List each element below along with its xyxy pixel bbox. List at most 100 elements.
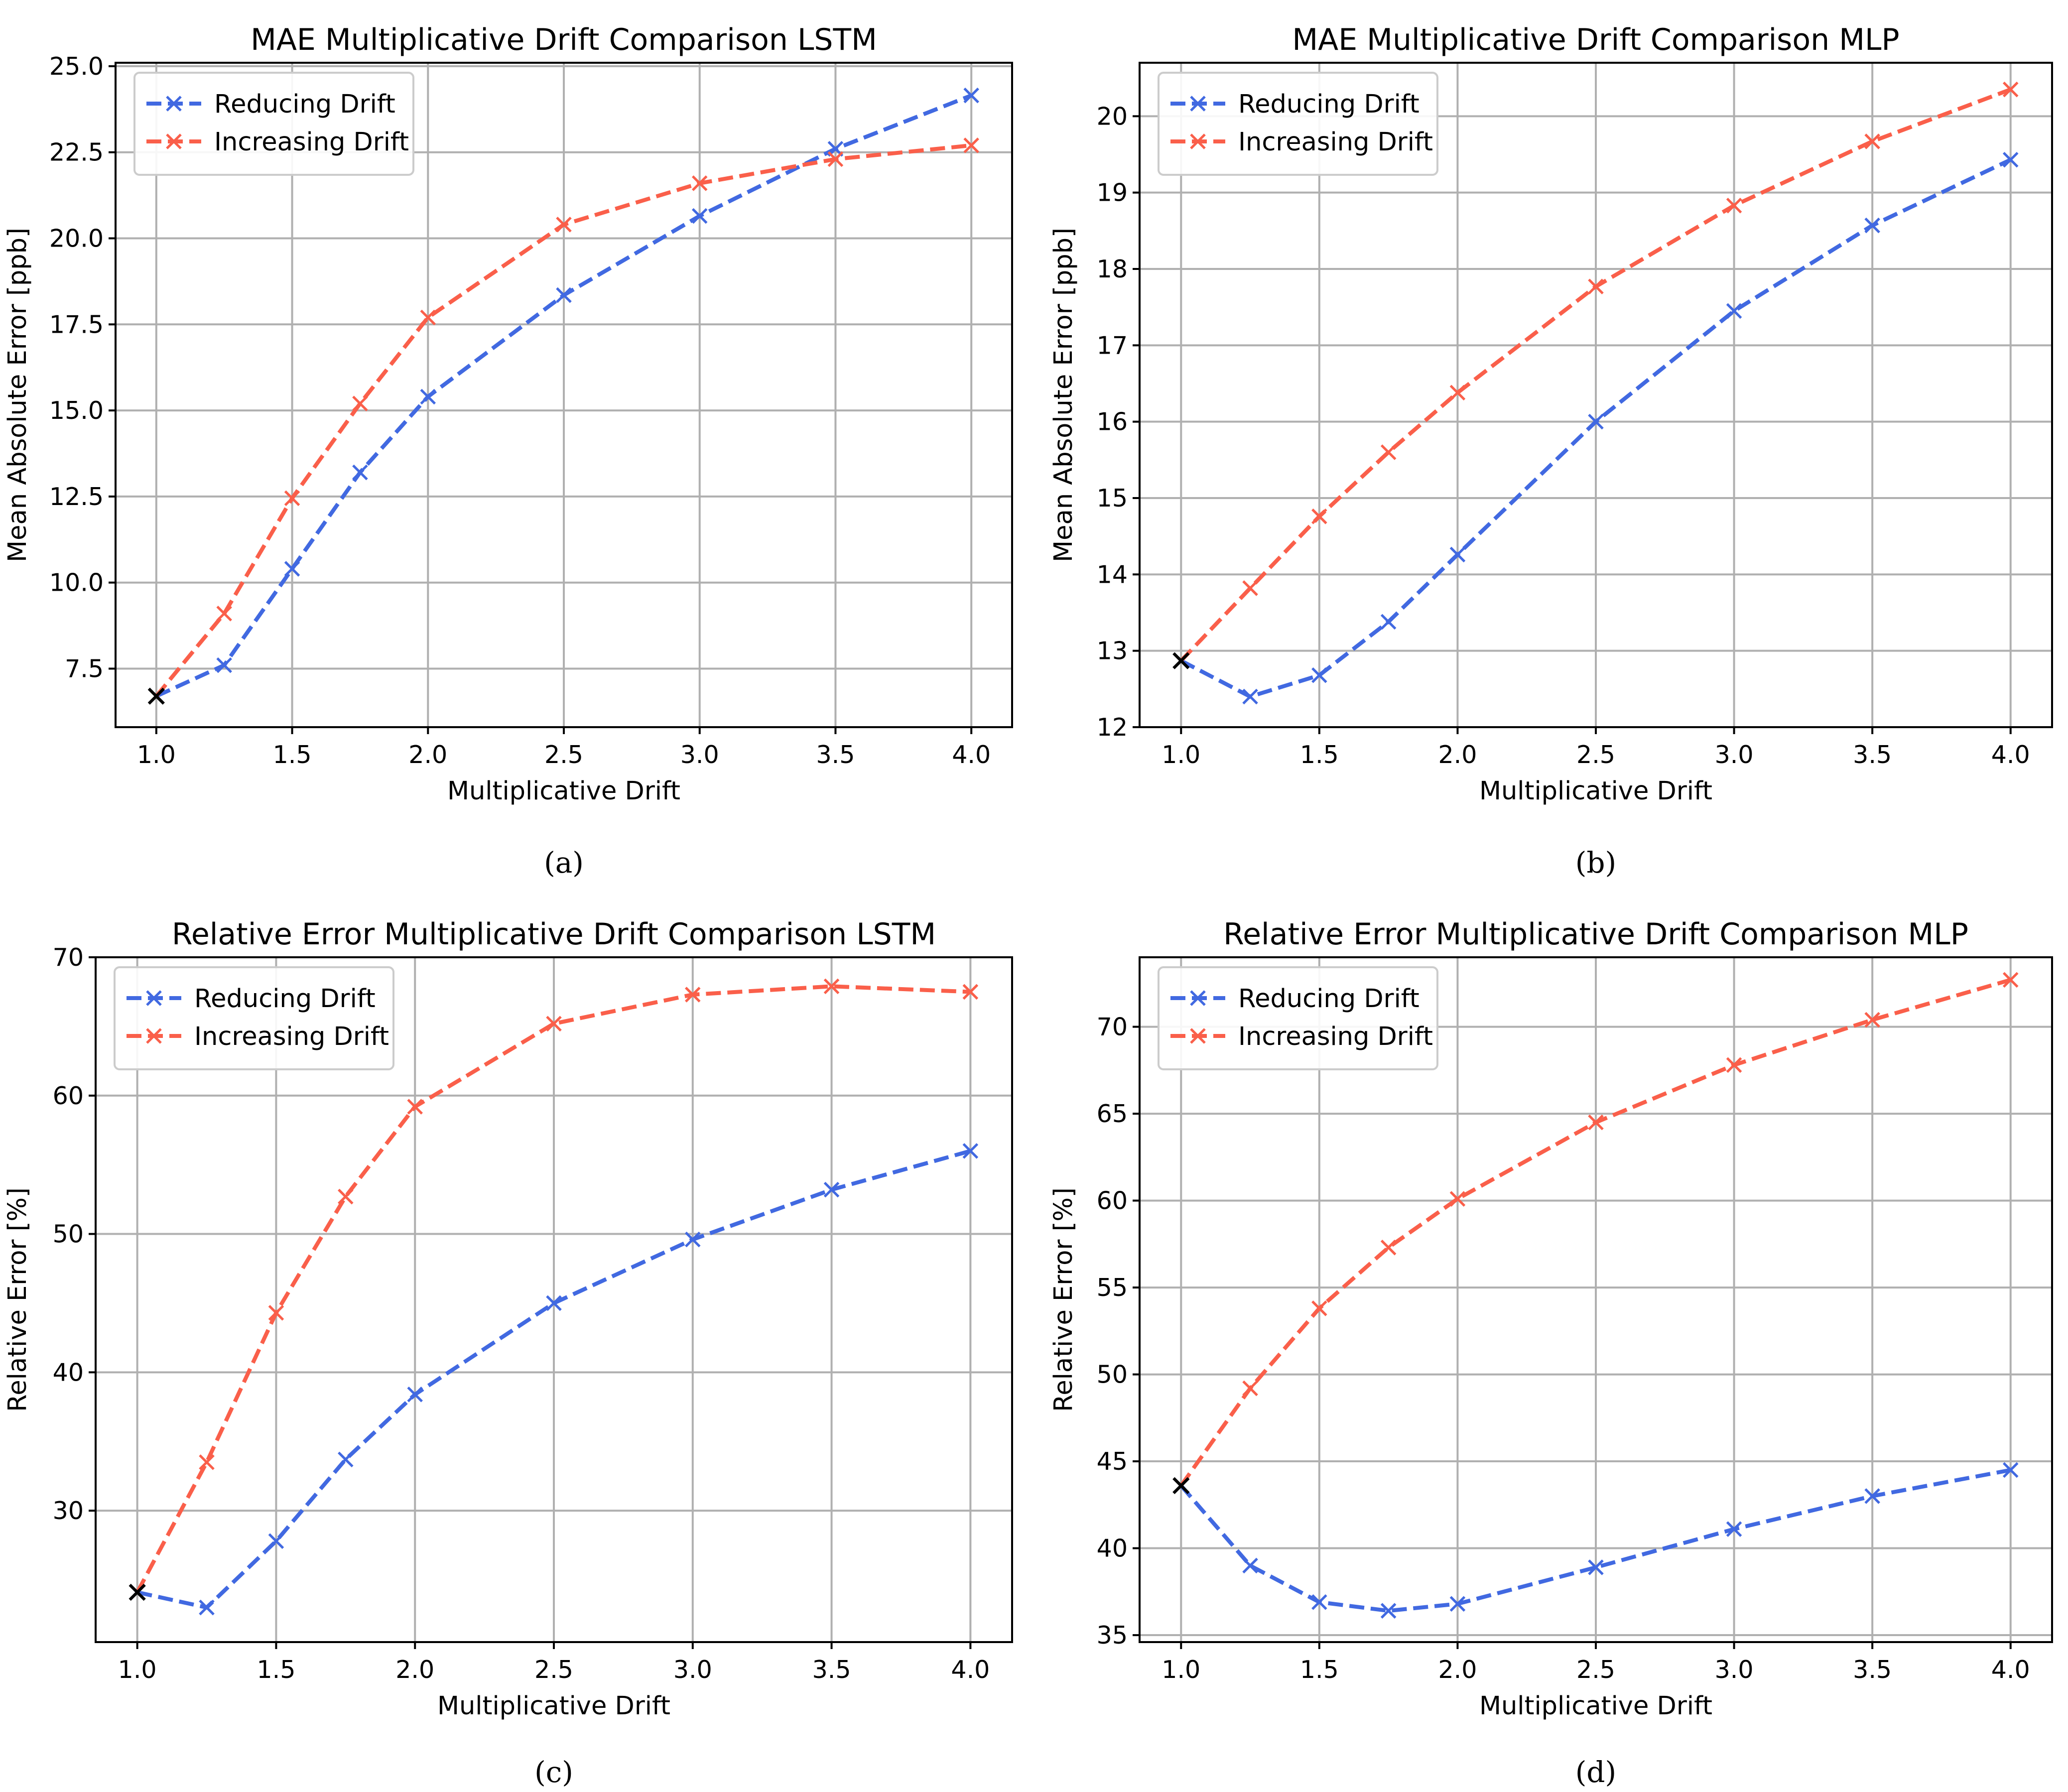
data-point-reducing — [1380, 614, 1397, 630]
data-point-increasing — [1864, 133, 1880, 149]
y-tick-label: 17 — [1097, 331, 1128, 360]
x-tick-label: 2.5 — [544, 741, 583, 769]
data-point-reducing — [1864, 1488, 1880, 1504]
data-point-increasing — [420, 309, 436, 326]
legend-box — [1158, 72, 1438, 176]
data-point-increasing — [1588, 278, 1604, 295]
legend-label-increasing: Increasing Drift — [1238, 128, 1433, 157]
data-point-reducing — [284, 561, 300, 577]
data-point-increasing — [963, 137, 979, 153]
data-point-increasing — [2002, 972, 2019, 988]
legend-box — [1158, 966, 1438, 1070]
data-point-reducing — [338, 1451, 354, 1468]
baseline-point — [1172, 652, 1190, 669]
y-tick-label: 20 — [1097, 102, 1128, 130]
data-point-increasing — [1311, 1300, 1327, 1316]
y-tick-label: 16 — [1097, 408, 1128, 436]
data-point-increasing — [1726, 197, 1742, 214]
data-point-reducing — [962, 1143, 979, 1159]
data-point-reducing — [1864, 217, 1880, 234]
y-tick-label: 70 — [1097, 1013, 1128, 1041]
x-tick-label: 1.0 — [1162, 741, 1200, 769]
y-tick-label: 50 — [1097, 1361, 1128, 1389]
data-point-reducing — [1726, 1521, 1742, 1537]
legend-box — [133, 72, 414, 176]
data-point-reducing — [1311, 1594, 1327, 1610]
legend-label-increasing: Increasing Drift — [194, 1022, 389, 1051]
series-line-increasing — [1179, 978, 2011, 1487]
data-point-reducing — [1588, 413, 1604, 430]
x-tick-label: 3.5 — [1853, 1656, 1892, 1684]
y-axis-label-group: Relative Error [%] — [3, 1187, 32, 1412]
baseline-point — [1172, 1477, 1190, 1495]
chart-title: Relative Error Multiplicative Drift Comp… — [1223, 917, 1968, 952]
data-point-reducing — [1726, 303, 1742, 319]
data-point-increasing — [1588, 1114, 1604, 1131]
x-tick-label: 1.0 — [137, 741, 176, 769]
y-tick-label: 15 — [1097, 484, 1128, 512]
y-tick-label: 20.0 — [49, 225, 104, 253]
panel-caption: (a) — [544, 846, 584, 880]
data-point-increasing — [352, 395, 368, 412]
y-axis-label-group: Mean Absolute Error [ppb] — [3, 228, 32, 562]
legend-marker-increasing — [1190, 1028, 1206, 1044]
legend-label-increasing: Increasing Drift — [1238, 1022, 1433, 1051]
legend-label-reducing: Reducing Drift — [214, 90, 395, 119]
y-tick-label: 12.5 — [49, 483, 104, 511]
x-tick-label: 2.5 — [534, 1656, 573, 1684]
x-axis-label: Multiplicative Drift — [447, 776, 680, 806]
data-point-increasing — [2002, 81, 2019, 98]
data-point-reducing — [556, 287, 572, 303]
y-axis-label-group: Relative Error [%] — [1049, 1187, 1078, 1412]
x-tick-label: 2.0 — [1438, 1656, 1477, 1684]
x-tick-label: 2.0 — [1438, 741, 1477, 769]
data-point-increasing — [199, 1454, 215, 1470]
y-tick-label: 30 — [53, 1497, 84, 1525]
data-point-reducing — [546, 1295, 562, 1311]
baseline-point — [147, 687, 165, 705]
data-point-increasing — [827, 151, 844, 167]
chart-title: MAE Multiplicative Drift Comparison MLP — [1292, 22, 1899, 57]
chart-panel-c: 1.0 1.5 2.0 2.5 3.0 3.5 4.0 30 40 50 60 70 Relative … — [3, 917, 1013, 1789]
legend-label-reducing: Reducing Drift — [1238, 90, 1420, 119]
legend-box — [114, 966, 394, 1070]
data-point-reducing — [407, 1387, 423, 1403]
x-tick-label: 4.0 — [1991, 1656, 2030, 1684]
legend-marker-reducing — [146, 990, 162, 1006]
series-line-increasing — [1179, 87, 2012, 662]
x-tick-label: 2.5 — [1576, 741, 1615, 769]
data-point-increasing — [1311, 509, 1327, 524]
x-tick-label: 4.0 — [951, 1656, 990, 1684]
chart-panel-a: 1.0 1.5 2.0 2.5 3.0 3.5 4.0 7.5 10.0 12.5 15.0 17.5… — [3, 22, 1013, 880]
y-tick-label: 55 — [1097, 1274, 1128, 1302]
y-tick-label: 19 — [1097, 179, 1128, 207]
y-tick-label: 70 — [53, 943, 84, 972]
panel-caption: (b) — [1575, 846, 1616, 880]
x-tick-label: 1.5 — [1300, 741, 1339, 769]
chart-title: Relative Error Multiplicative Drift Comp… — [172, 917, 936, 952]
legend-label-reducing: Reducing Drift — [1238, 984, 1420, 1014]
y-tick-label: 18 — [1097, 255, 1128, 283]
y-tick-label: 25.0 — [49, 52, 104, 81]
data-point-reducing — [691, 208, 708, 224]
data-point-increasing — [1380, 1240, 1397, 1256]
data-point-increasing — [407, 1099, 423, 1115]
y-axis-label: Mean Absolute Error [ppb] — [1049, 228, 1078, 562]
chart-panel-d: 1.0 1.5 2.0 2.5 3.0 3.5 4.0 35 40 45 50 55 60 65 70 Rel… — [1049, 917, 2053, 1789]
data-point-reducing — [685, 1231, 701, 1248]
legend-marker-increasing — [1190, 133, 1206, 149]
legend-marker-increasing — [166, 133, 182, 149]
x-tick-label: 3.0 — [1715, 1656, 1754, 1684]
data-point-increasing — [1864, 1012, 1880, 1028]
data-point-increasing — [268, 1305, 284, 1321]
x-tick-label: 3.5 — [812, 1656, 851, 1684]
x-tick-label: 2.0 — [395, 1656, 434, 1684]
baseline-point — [129, 1583, 146, 1601]
data-point-reducing — [963, 87, 979, 104]
x-tick-label: 4.0 — [1991, 741, 2030, 769]
legend-label-reducing: Reducing Drift — [194, 984, 376, 1014]
x-tick-label: 3.0 — [1715, 741, 1754, 769]
panel-caption: (c) — [534, 1755, 573, 1789]
data-point-reducing — [268, 1533, 284, 1549]
legend-marker-reducing — [1190, 990, 1206, 1006]
